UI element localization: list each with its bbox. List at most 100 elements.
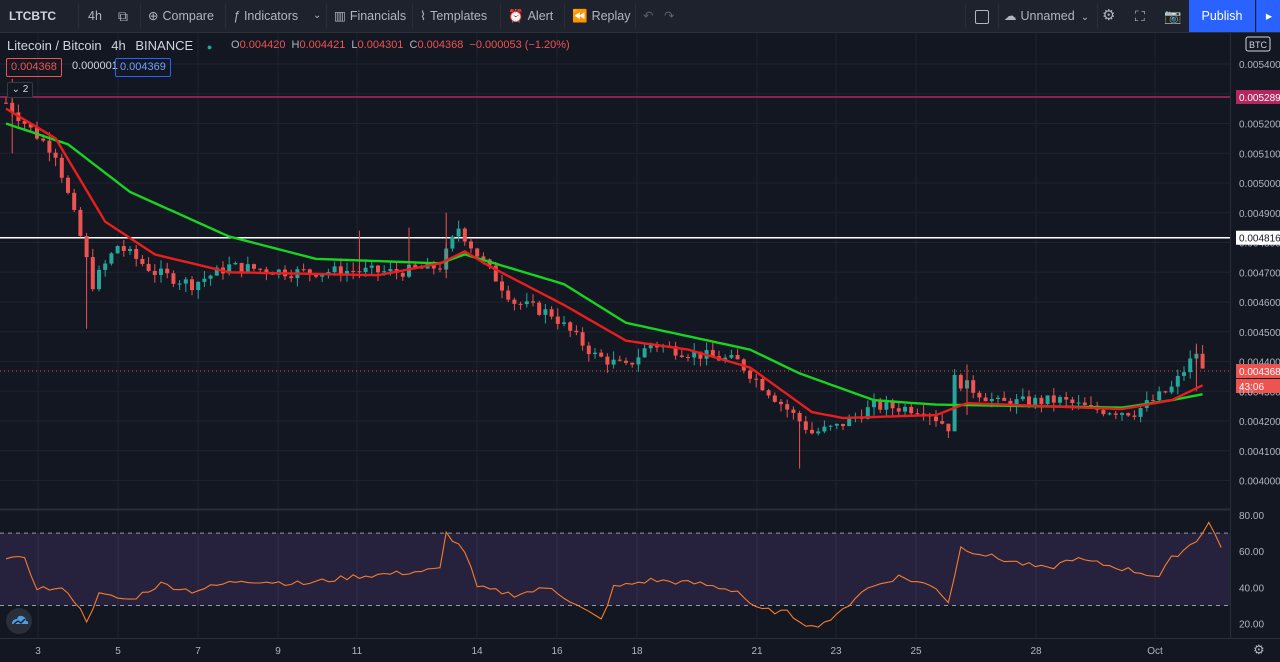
tradingview-logo-icon[interactable] — [6, 608, 32, 634]
time-tick-label: 21 — [751, 646, 763, 657]
candle-body — [1002, 397, 1007, 401]
candle-body — [624, 360, 628, 363]
chart-type-candles-icon[interactable]: ⧉ — [118, 8, 128, 24]
candle-body — [289, 276, 294, 279]
open-label: O — [231, 39, 240, 51]
chart-grid — [0, 33, 1280, 662]
candle-body — [816, 431, 821, 434]
symbol-search[interactable]: LTCBTC — [9, 9, 57, 23]
candle-body — [121, 246, 126, 251]
candle-body — [834, 423, 839, 426]
rsi-tick-label: 80.00 — [1239, 511, 1264, 522]
candle-body — [1020, 396, 1025, 400]
current-price-label-box — [1236, 364, 1280, 379]
candle-body — [710, 350, 715, 357]
chevron-down-icon: ⌄ — [11, 84, 21, 95]
candle-body — [146, 263, 151, 271]
candle-body — [760, 378, 765, 391]
price-tick-label: 0.004400 — [1239, 358, 1280, 369]
legend-exchange: BINANCE — [135, 38, 194, 53]
ask-price-button[interactable]: 0.004369 — [115, 58, 171, 77]
chevron-down-icon[interactable]: ⌄ — [313, 10, 322, 21]
price-axes: 0.0054000.0053000.0052000.0051000.005000… — [0, 33, 1280, 662]
templates-icon: ⌇ — [420, 9, 427, 23]
candle-body — [1033, 397, 1038, 406]
candle-body — [1120, 413, 1124, 415]
fullscreen-icon[interactable]: ⛶ — [1135, 8, 1145, 24]
candle-body — [915, 413, 920, 415]
rsi-line — [5, 521, 1222, 628]
chart-canvas[interactable]: 0.0054000.0053000.0052000.0051000.005000… — [0, 33, 1280, 662]
candle-body — [28, 123, 33, 128]
price-tick-label: 0.004700 — [1239, 268, 1280, 279]
camera-icon[interactable]: 📷 — [1164, 8, 1182, 24]
candle-body — [258, 268, 263, 270]
publish-button[interactable]: Publish — [1189, 0, 1255, 32]
candle-body — [159, 268, 163, 275]
candle-body — [252, 264, 256, 269]
candle-body — [748, 370, 752, 379]
candle-body — [66, 177, 70, 193]
candle-body — [698, 351, 703, 359]
publish-arrow-icon[interactable]: ▸ — [1256, 0, 1280, 32]
candle-body — [183, 279, 188, 284]
candle-body — [983, 397, 988, 402]
candle-body — [779, 401, 783, 405]
candle-body — [171, 273, 176, 284]
chevron-down-icon: ⌄ — [1080, 12, 1090, 23]
cloud-icon: ☁ — [1004, 9, 1017, 23]
alert-button[interactable]: ⏰ Alert — [508, 0, 553, 32]
candle-body — [1175, 375, 1180, 387]
compare-button[interactable]: ⊕ Compare — [148, 0, 214, 32]
candle-body — [686, 356, 690, 358]
time-tick-label: 23 — [830, 646, 842, 657]
candle-body — [580, 332, 585, 346]
rsi-pane — [0, 521, 1230, 628]
price-axis-background — [1230, 33, 1280, 662]
financials-label: Financials — [349, 9, 407, 23]
candle-body — [1188, 358, 1193, 373]
candle-body — [345, 270, 349, 276]
candle-body — [872, 400, 876, 408]
layout-name-button[interactable]: ☁ Unnamed ⌄ — [1004, 0, 1089, 32]
candle-body — [22, 121, 27, 124]
divider — [998, 4, 999, 28]
candle-body — [952, 374, 957, 432]
candle-body — [233, 262, 238, 265]
redo-icon[interactable]: ↷ — [664, 9, 675, 23]
collapse-studies-button[interactable]: ⌄ 2 — [7, 82, 33, 98]
interval-button[interactable]: 4h — [88, 9, 102, 23]
bar-countdown-label-box — [1236, 379, 1280, 394]
candle-body — [239, 262, 244, 273]
candle-body — [301, 269, 306, 271]
candle-body — [53, 152, 58, 158]
undo-icon[interactable]: ↶ — [643, 9, 654, 23]
divider — [635, 4, 636, 28]
divider — [965, 4, 966, 28]
currency-label: BTC — [1249, 40, 1268, 50]
checkbox-icon[interactable] — [975, 0, 989, 32]
candle-body — [1157, 391, 1162, 401]
candle-body — [190, 279, 194, 291]
candle-body — [481, 256, 486, 260]
candle-body — [78, 209, 83, 236]
symbol-legend: Litecoin / Bitcoin 4h BINANCE ● — [7, 38, 212, 53]
replay-button[interactable]: ⏪ Replay — [572, 0, 631, 32]
candle-body — [630, 362, 635, 365]
time-tick-label: 16 — [551, 646, 563, 657]
candle-body — [115, 246, 120, 254]
candle-body — [363, 267, 368, 272]
candle-body — [382, 271, 387, 273]
chart-background — [0, 33, 1280, 662]
indicators-button[interactable]: ƒ Indicators — [233, 0, 298, 32]
candle-body — [996, 397, 1000, 399]
candle-body — [890, 402, 895, 409]
candle-body — [754, 378, 759, 380]
candle-body — [803, 421, 808, 430]
templates-button[interactable]: ⌇ Templates — [420, 0, 487, 32]
rsi-tick-label: 20.00 — [1239, 620, 1264, 631]
settings-gear-icon[interactable]: ⚙ — [1102, 7, 1116, 24]
financials-button[interactable]: ▥ Financials — [334, 0, 406, 32]
change-value: −0.000053 (−1.20%) — [469, 39, 570, 51]
bid-price-button[interactable]: 0.004368 — [6, 58, 62, 77]
